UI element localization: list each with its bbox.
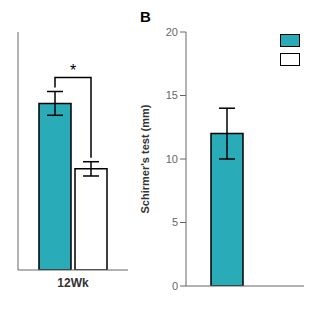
svg-text:*: * [70, 62, 76, 79]
svg-text:20: 20 [166, 26, 178, 38]
svg-text:10: 10 [166, 153, 178, 165]
html-text:B: B [140, 8, 151, 25]
svg-text:15: 15 [166, 89, 178, 101]
svg-text:0: 0 [172, 280, 178, 292]
svg-text:Schirmer's test (mm): Schirmer's test (mm) [139, 104, 151, 213]
svg-text:12Wk: 12Wk [57, 276, 89, 290]
svg-text:5: 5 [172, 216, 178, 228]
